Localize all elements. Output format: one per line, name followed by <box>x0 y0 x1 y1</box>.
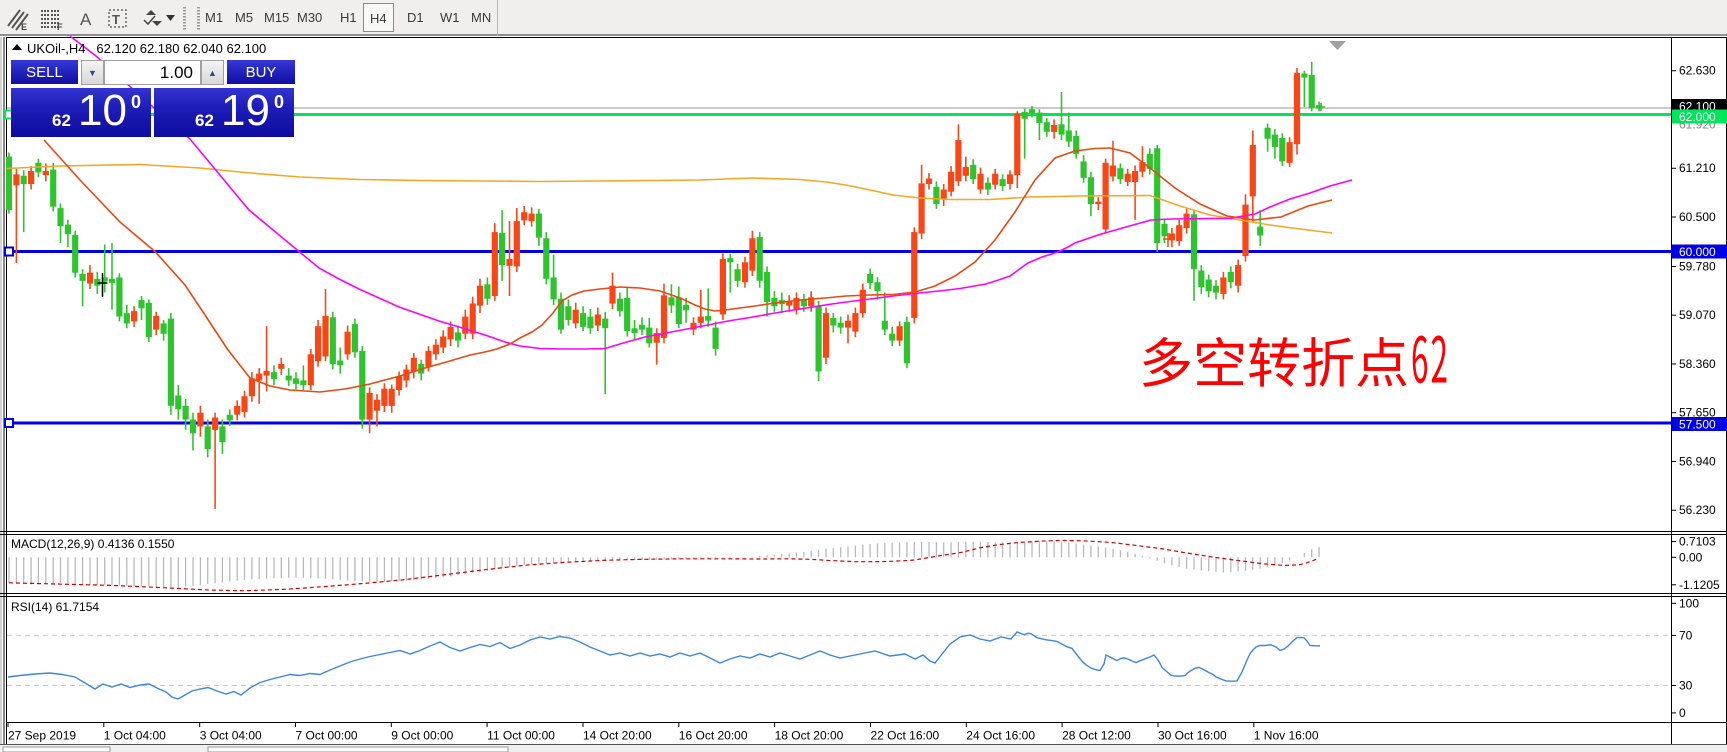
svg-text:7 Oct 00:00: 7 Oct 00:00 <box>296 729 358 743</box>
svg-text:58.360: 58.360 <box>1679 357 1716 371</box>
svg-text:70: 70 <box>1679 628 1693 642</box>
svg-text:1 Nov 16:00: 1 Nov 16:00 <box>1254 729 1319 743</box>
svg-text:59.070: 59.070 <box>1679 308 1716 322</box>
svg-text:T: T <box>112 12 120 27</box>
svg-text:60.500: 60.500 <box>1679 210 1716 224</box>
svg-text:56.940: 56.940 <box>1679 454 1716 468</box>
svg-text:62.000: 62.000 <box>1679 110 1716 124</box>
svg-text:0: 0 <box>1679 706 1686 720</box>
svg-text:61.210: 61.210 <box>1679 161 1716 175</box>
svg-text:0.7103: 0.7103 <box>1679 535 1716 549</box>
svg-text:14 Oct 20:00: 14 Oct 20:00 <box>583 729 652 743</box>
svg-text:A: A <box>80 10 92 29</box>
svg-text:57.650: 57.650 <box>1679 406 1716 420</box>
svg-text:62.630: 62.630 <box>1679 64 1716 78</box>
svg-text:30: 30 <box>1679 679 1693 693</box>
svg-text:56.230: 56.230 <box>1679 503 1716 517</box>
svg-text:100: 100 <box>1679 596 1699 610</box>
svg-text:27 Sep 2019: 27 Sep 2019 <box>8 729 76 743</box>
svg-text:18 Oct 20:00: 18 Oct 20:00 <box>775 729 844 743</box>
svg-text:0.00: 0.00 <box>1679 550 1703 564</box>
svg-text:3 Oct 04:00: 3 Oct 04:00 <box>200 729 262 743</box>
svg-text:30 Oct 16:00: 30 Oct 16:00 <box>1158 729 1227 743</box>
svg-text:1 Oct 04:00: 1 Oct 04:00 <box>104 729 166 743</box>
svg-text:57.500: 57.500 <box>1679 418 1716 432</box>
svg-text:59.780: 59.780 <box>1679 259 1716 273</box>
svg-text:16 Oct 20:00: 16 Oct 20:00 <box>679 729 748 743</box>
svg-text:UKOil-,H4 62.120 62.180 62.0: UKOil-,H4 62.120 62.180 62.040 62.100 <box>27 41 266 56</box>
svg-text:28 Oct 12:00: 28 Oct 12:00 <box>1062 729 1131 743</box>
svg-text:E: E <box>21 22 27 32</box>
svg-text:MACD(12,26,9) 0.4136 0.1550: MACD(12,26,9) 0.4136 0.1550 <box>11 537 175 551</box>
svg-text:-1.1205: -1.1205 <box>1679 578 1720 592</box>
svg-text:60.000: 60.000 <box>1679 245 1716 259</box>
svg-text:F: F <box>57 22 63 32</box>
svg-text:22 Oct 16:00: 22 Oct 16:00 <box>871 729 940 743</box>
svg-text:RSI(14) 61.7154: RSI(14) 61.7154 <box>11 600 99 614</box>
svg-text:11 Oct 00:00: 11 Oct 00:00 <box>487 729 555 743</box>
svg-text:9 Oct 00:00: 9 Oct 00:00 <box>391 729 453 743</box>
svg-text:24 Oct 16:00: 24 Oct 16:00 <box>966 729 1035 743</box>
